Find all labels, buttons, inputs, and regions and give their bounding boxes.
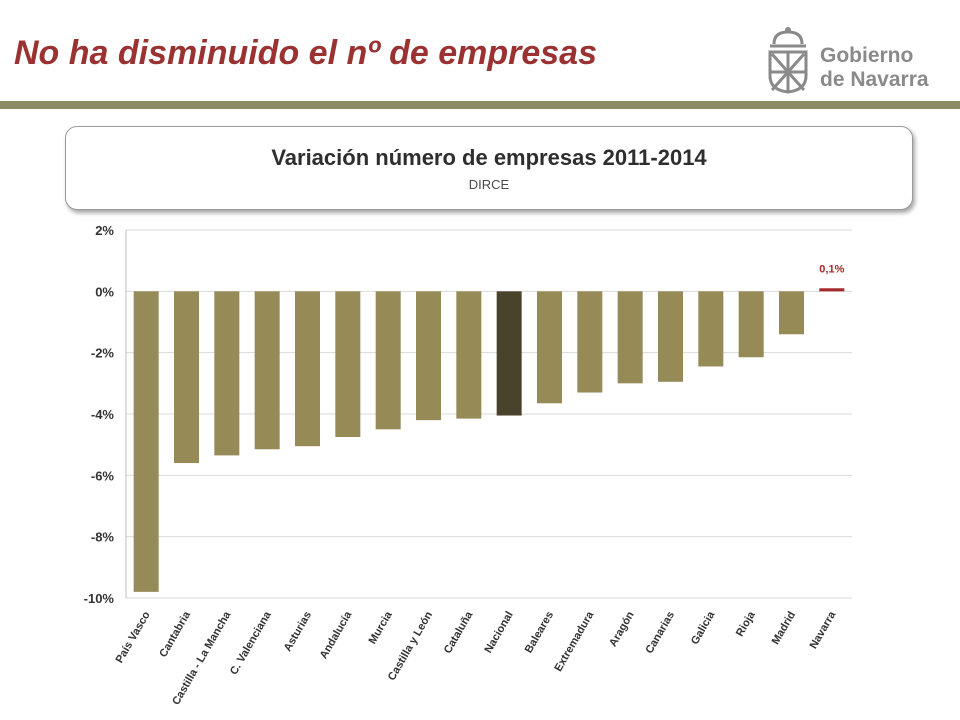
y-tick-label: -2% — [91, 346, 115, 361]
bar — [456, 291, 482, 419]
chart-subtitle: DIRCE — [468, 177, 510, 192]
y-tick-label: 2% — [95, 223, 114, 238]
gobierno-navarra-logo: Gobierno de Navarra — [760, 26, 950, 96]
bar — [577, 291, 603, 393]
bar — [496, 291, 522, 416]
title-divider — [0, 101, 960, 109]
bar — [738, 291, 764, 358]
x-tick-label: Castilla y León — [386, 609, 435, 682]
x-tick-label: Nacional — [482, 610, 515, 656]
bar — [778, 291, 805, 335]
slide-title: No ha disminuido el nº de empresas — [14, 34, 597, 72]
bar — [214, 291, 240, 456]
x-tick-label: Madrid — [770, 610, 798, 647]
bar — [294, 291, 321, 447]
x-tick-label: Canarias — [643, 610, 677, 656]
x-tick-label: Navarra — [808, 609, 839, 651]
x-tick-label: Murcia — [367, 609, 396, 646]
x-tick-label: Extremadura — [552, 609, 596, 674]
x-tick-label: Galicia — [689, 609, 718, 647]
y-tick-label: -6% — [91, 468, 115, 483]
bar — [617, 291, 643, 384]
y-tick-label: -4% — [91, 407, 115, 422]
x-tick-label: Cantabria — [157, 609, 193, 660]
bar — [133, 291, 159, 592]
x-tick-label: Baleares — [523, 610, 556, 656]
y-tick-label: -10% — [84, 591, 115, 606]
logo-line-1: Gobierno — [820, 44, 914, 67]
x-tick-label: C. Valenciana — [228, 609, 274, 677]
data-label: 0,1% — [819, 263, 844, 275]
bar — [375, 291, 401, 430]
chart-title-box: Variación número de empresas 2011-2014 D… — [65, 126, 913, 210]
x-tick-label: Asturias — [282, 610, 314, 654]
y-tick-label: 0% — [95, 284, 114, 299]
bar — [173, 291, 200, 464]
bar — [698, 291, 724, 367]
x-tick-label: Rioja — [734, 609, 758, 639]
bar — [415, 291, 442, 421]
x-tick-label: Aragón — [607, 609, 637, 649]
y-tick-label: -8% — [91, 530, 115, 545]
x-tick-label: País Vasco — [114, 609, 153, 665]
logo-line-2: de Navarra — [820, 68, 929, 91]
bar — [819, 288, 845, 292]
navarra-coat-of-arms-icon — [768, 27, 808, 94]
x-tick-label: Cataluña — [442, 609, 476, 656]
bar — [657, 291, 684, 382]
chart-title: Variación número de empresas 2011-2014 — [271, 145, 707, 170]
bar — [536, 291, 563, 404]
bar — [335, 291, 361, 437]
bar — [254, 291, 280, 450]
x-tick-label: Andalucía — [318, 609, 355, 661]
